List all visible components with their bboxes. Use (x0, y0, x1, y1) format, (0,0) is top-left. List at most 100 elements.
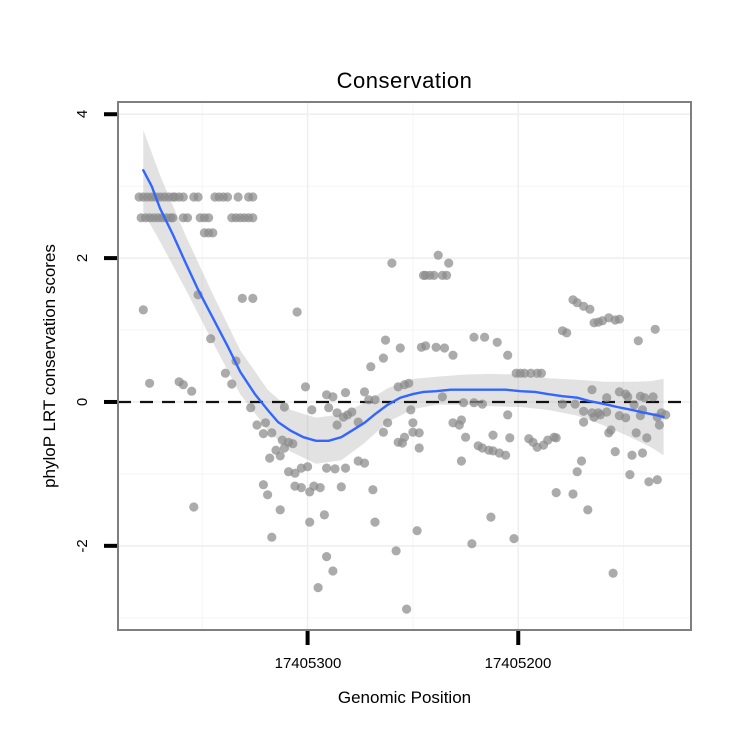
data-point (252, 420, 262, 430)
data-point (340, 388, 351, 398)
y-tick-label-4: 4 (74, 109, 91, 119)
data-point (520, 368, 530, 378)
data-point (486, 512, 496, 522)
data-point (526, 368, 536, 378)
x-tick-label-17405300: 17405300 (274, 655, 342, 672)
y-tick-label-2: 2 (74, 253, 91, 263)
data-point (572, 467, 582, 477)
data-point (501, 450, 511, 460)
data-point (414, 443, 424, 453)
data-point (359, 458, 370, 468)
data-point (193, 192, 203, 202)
y-axis-label: phyloP LRT conservation scores (40, 244, 59, 488)
data-point (332, 420, 342, 430)
data-point (248, 192, 258, 202)
data-point (279, 402, 289, 412)
data-point (364, 395, 374, 405)
data-point (602, 393, 612, 403)
data-point (654, 420, 665, 430)
data-point (248, 293, 258, 303)
data-point (265, 453, 275, 463)
data-point (608, 568, 618, 578)
data-point (621, 413, 631, 423)
data-point (431, 342, 441, 352)
data-point (260, 418, 271, 428)
data-point (315, 483, 325, 493)
data-point (469, 332, 479, 342)
data-point (288, 439, 298, 449)
data-point (623, 392, 633, 402)
data-point (421, 341, 431, 351)
data-point (204, 213, 214, 223)
data-point (458, 398, 469, 408)
data-point (583, 505, 593, 515)
data-point (366, 362, 376, 372)
data-point (370, 395, 380, 405)
data-point (625, 470, 635, 480)
data-point (322, 552, 332, 562)
data-point (387, 258, 397, 268)
data-point (313, 583, 323, 593)
data-point (178, 192, 188, 202)
data-point (633, 336, 643, 346)
data-point (300, 382, 311, 392)
data-point (267, 428, 277, 438)
data-point (661, 410, 671, 420)
data-point (404, 378, 414, 388)
data-point (319, 510, 329, 520)
data-point (227, 379, 237, 389)
data-point (391, 546, 401, 556)
data-point (237, 293, 247, 303)
data-point (222, 192, 233, 202)
data-point (585, 304, 595, 314)
data-point (551, 488, 561, 498)
data-point (359, 387, 370, 397)
data-point (627, 450, 637, 460)
data-point (568, 489, 578, 499)
data-point (637, 448, 648, 458)
data-point (610, 447, 620, 457)
data-point (187, 386, 197, 396)
data-point (562, 328, 572, 338)
data-point (648, 392, 658, 402)
data-point (145, 378, 155, 388)
data-point (437, 392, 447, 402)
data-point (456, 456, 466, 466)
data-point (551, 433, 561, 443)
plot-title: Conservation (336, 68, 473, 93)
data-point (370, 517, 380, 527)
smooth-line (142, 169, 665, 442)
data-point (640, 393, 650, 403)
data-point (182, 213, 193, 223)
data-point (576, 456, 587, 466)
data-point (206, 334, 216, 344)
data-point (442, 270, 452, 280)
data-point (233, 192, 243, 202)
data-point (330, 464, 340, 474)
data-point (189, 502, 199, 512)
y-tick-label-neg2: -2 (74, 539, 91, 553)
data-point (650, 324, 660, 334)
data-point (340, 463, 351, 473)
data-point (587, 385, 597, 395)
confidence-band (143, 130, 664, 464)
data-point (579, 406, 589, 416)
data-point (347, 407, 357, 417)
data-point (380, 335, 391, 345)
data-point (275, 505, 285, 515)
data-point (492, 337, 502, 347)
data-point (220, 368, 230, 378)
data-point (279, 443, 289, 453)
data-point (602, 407, 612, 417)
data-point (303, 462, 313, 472)
data-point (395, 343, 405, 353)
data-point (263, 490, 273, 500)
data-point (324, 403, 334, 413)
data-point (208, 228, 218, 238)
data-point (429, 270, 439, 280)
data-point (414, 428, 424, 438)
data-point (258, 480, 268, 490)
data-point (579, 417, 589, 427)
data-point (536, 368, 547, 378)
